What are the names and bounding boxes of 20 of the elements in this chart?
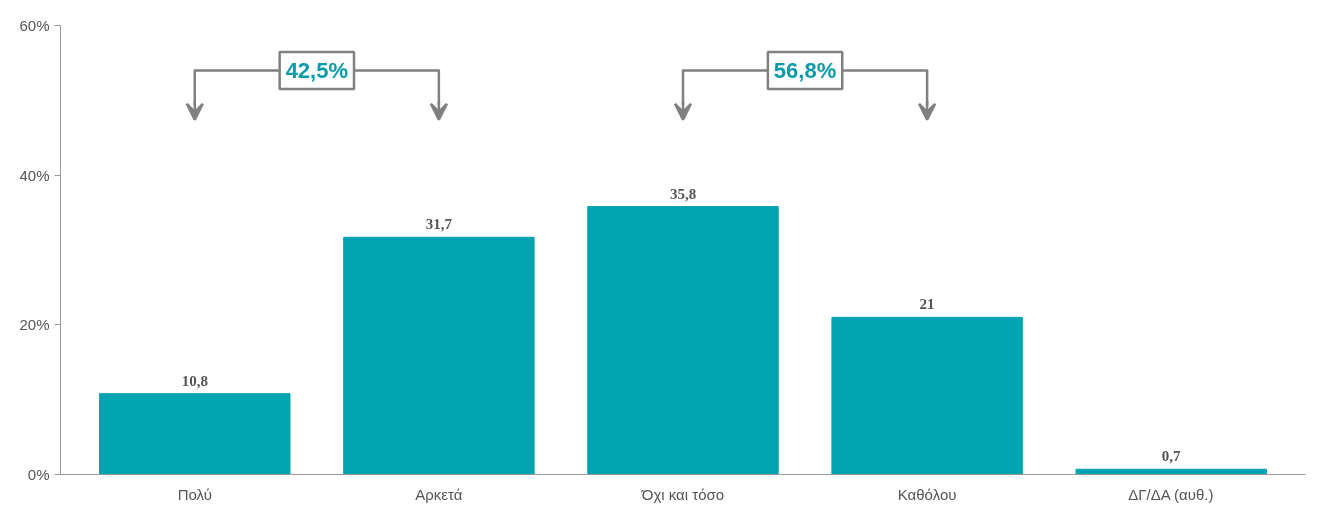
y-tick-label: 0% [27,466,50,483]
bar [831,316,1023,475]
data-label: 21 [919,296,935,313]
x-tick-label: Πολύ [177,485,212,503]
annotation: 56,8% [773,57,837,83]
y-tick-label: 60% [19,17,50,34]
x-tick-label: ΔΓ/ΔΑ (αυθ.) [1128,485,1214,503]
data-label: 35,8 [669,185,697,202]
data-label: 0,7 [1161,448,1182,465]
y-tick-label: 40% [19,166,50,184]
annotation: 42,5% [285,57,349,83]
y-tick-label: 20% [19,316,50,334]
x-tick-label: Καθόλου [897,485,957,503]
bar [343,236,535,475]
bar [99,393,291,475]
data-label: 31,7 [425,216,453,233]
x-tick-label: Όχι και τόσο [640,485,725,503]
x-tick-label: Αρκετά [415,485,463,503]
bar [587,206,779,475]
data-label: 10,8 [181,372,208,389]
